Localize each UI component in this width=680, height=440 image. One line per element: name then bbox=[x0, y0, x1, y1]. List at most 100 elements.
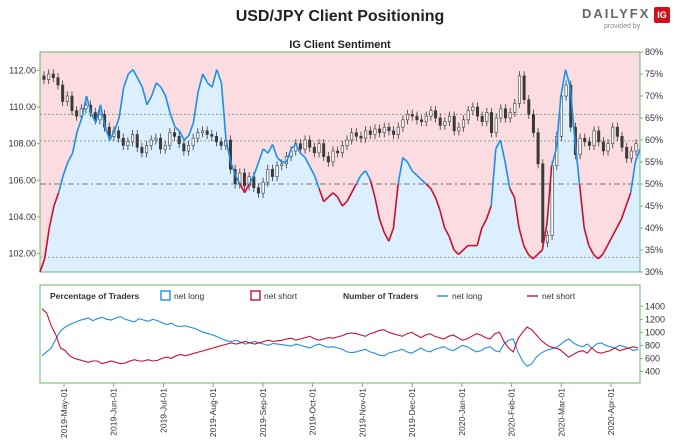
legend-pct-title: Percentage of Traders bbox=[50, 291, 140, 301]
net-short-line bbox=[606, 236, 613, 246]
price-candle bbox=[625, 147, 629, 159]
net-long-line bbox=[564, 69, 572, 88]
price-candle bbox=[270, 169, 274, 177]
net-long-line bbox=[71, 131, 78, 154]
price-candle bbox=[415, 115, 419, 121]
price-candle bbox=[312, 147, 316, 154]
net-long-line bbox=[109, 130, 116, 141]
traders-long-line bbox=[41, 316, 639, 368]
net-short-line bbox=[378, 218, 385, 233]
net-short-line bbox=[336, 196, 344, 207]
net-short-line bbox=[53, 192, 60, 207]
price-candle bbox=[242, 172, 246, 187]
price-candle bbox=[331, 150, 335, 163]
price-candle bbox=[578, 137, 582, 155]
price-candle bbox=[387, 126, 391, 132]
date-label: 2019-Jul-01 bbox=[158, 388, 168, 433]
date-label: 2019-May-01 bbox=[59, 388, 69, 438]
traders-panel: Percentage of Traders net long net short Nu… bbox=[39, 284, 665, 384]
net-short-line bbox=[485, 205, 492, 220]
price-candle bbox=[480, 115, 484, 122]
price-candle bbox=[629, 150, 633, 159]
price-candle bbox=[382, 126, 386, 133]
legend-num-long: net long bbox=[452, 291, 483, 301]
price-candle bbox=[448, 115, 452, 122]
traders-axis-label: 600 bbox=[645, 353, 660, 363]
price-candle bbox=[126, 141, 130, 146]
left-axis-label: 110.00 bbox=[9, 102, 36, 112]
price-candle bbox=[489, 112, 493, 133]
right-axis-label: 75% bbox=[645, 69, 663, 79]
price-candle bbox=[531, 114, 535, 133]
price-candle bbox=[149, 139, 153, 146]
price-candle bbox=[434, 110, 438, 119]
net-long-line bbox=[95, 104, 102, 123]
right-axis-label: 40% bbox=[645, 223, 663, 233]
price-candle bbox=[322, 143, 326, 157]
price-candle bbox=[368, 130, 372, 135]
net-long-line bbox=[504, 161, 511, 189]
right-axis-label: 70% bbox=[645, 91, 663, 101]
date-label: 2020-Apr-01 bbox=[606, 388, 616, 436]
net-long-line bbox=[499, 139, 506, 163]
price-candle bbox=[200, 130, 204, 133]
traders-axis-label: 1200 bbox=[645, 314, 665, 324]
date-label: 2020-Feb-01 bbox=[507, 388, 517, 437]
net-long-line bbox=[267, 144, 274, 154]
price-candle bbox=[173, 132, 177, 137]
right-axis-label: 80% bbox=[645, 47, 663, 57]
price-candle bbox=[154, 137, 158, 141]
net-long-line bbox=[76, 117, 83, 132]
net-long-line bbox=[360, 170, 367, 176]
net-long-line bbox=[248, 174, 255, 185]
net-long-line bbox=[416, 174, 422, 181]
left-axis-label: 104.00 bbox=[8, 212, 36, 222]
net-short-line bbox=[392, 183, 399, 229]
bottom-panel-frame bbox=[39, 284, 641, 384]
price-candle bbox=[140, 147, 144, 154]
net-long-line bbox=[99, 104, 106, 127]
net-long-line bbox=[215, 69, 223, 84]
legend-short-box bbox=[250, 290, 261, 301]
net-long-line bbox=[234, 174, 241, 185]
price-candle bbox=[401, 119, 405, 128]
net-short-line bbox=[462, 245, 469, 251]
left-axis-label: 108.00 bbox=[8, 139, 36, 149]
net-long-line bbox=[85, 95, 92, 114]
price-candle bbox=[75, 110, 79, 117]
legend-pct-short: net short bbox=[264, 291, 298, 301]
price-candle bbox=[429, 110, 433, 117]
net-short-line bbox=[625, 192, 632, 207]
price-candle bbox=[308, 139, 312, 148]
net-long-line bbox=[174, 126, 181, 132]
net-long-line bbox=[141, 86, 148, 106]
net-short-line bbox=[429, 188, 437, 198]
net-short-line bbox=[616, 218, 623, 229]
price-candle bbox=[210, 134, 214, 137]
price-candle bbox=[354, 132, 358, 137]
date-label: 2019-Aug-01 bbox=[208, 388, 218, 437]
net-short-line bbox=[434, 196, 441, 211]
dailyfx-logo: DAILYFX provided by IG bbox=[582, 4, 674, 34]
price-candle bbox=[266, 169, 270, 183]
net-short-line bbox=[43, 227, 51, 259]
price-candle bbox=[457, 126, 461, 132]
net-long-line bbox=[406, 161, 413, 172]
net-short-line bbox=[341, 201, 348, 207]
net-long-line bbox=[113, 117, 120, 132]
logo-subtext: provided by bbox=[604, 23, 641, 30]
date-label: 2020-Jan-01 bbox=[457, 388, 467, 436]
price-candle bbox=[513, 103, 517, 113]
price-candle bbox=[452, 115, 456, 132]
price-candle bbox=[61, 84, 65, 102]
price-candle bbox=[634, 143, 638, 152]
net-long-line bbox=[634, 148, 641, 163]
price-candle bbox=[499, 108, 503, 119]
price-candle bbox=[131, 134, 135, 143]
net-short-area bbox=[40, 52, 640, 272]
price-candle bbox=[564, 84, 568, 97]
net-short-line bbox=[388, 227, 395, 242]
price-candle bbox=[541, 163, 545, 243]
net-short-line bbox=[425, 183, 432, 189]
net-long-line bbox=[402, 157, 408, 163]
